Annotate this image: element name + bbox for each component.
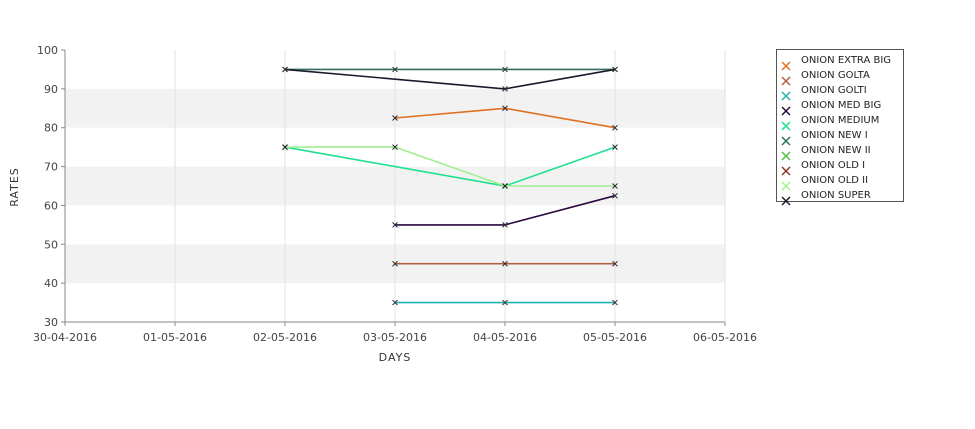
legend-label: ONION NEW I [801, 130, 868, 141]
y-axis-title: RATES [8, 167, 21, 207]
data-point-onion-super [282, 66, 288, 73]
legend-label: ONION MED BIG [801, 100, 882, 111]
data-point-onion-new-i [392, 66, 398, 73]
marker-stroke [612, 260, 618, 267]
legend-marker-icon [781, 116, 791, 131]
data-point-onion-old-ii [282, 144, 288, 150]
marker-stroke [392, 260, 398, 267]
marker-stroke [392, 299, 398, 306]
data-point-onion-extra-big [392, 115, 398, 121]
data-point-onion-med-big [612, 192, 618, 199]
marker-stroke [612, 66, 618, 73]
y-axis-ticks: 30 40 50 60 70 80 90 100 [37, 44, 65, 329]
legend-marker-icon [781, 56, 791, 71]
legend-item-onion-super: ONION SUPER [781, 188, 871, 206]
legend-label: ONION EXTRA BIG [801, 55, 892, 66]
x-tick-label: 06-05-2016 [693, 331, 757, 344]
legend-item-onion-old-i: ONION OLD I [781, 158, 866, 176]
marker-stroke [612, 124, 618, 131]
data-point-onion-golti [392, 299, 398, 306]
x-tick-label: 01-05-2016 [143, 331, 207, 344]
legend-item-onion-golta: ONION GOLTA [781, 68, 870, 86]
y-tick-label: 30 [44, 316, 58, 329]
x-axis-ticks: 30-04-2016 01-05-2016 02-05-2016 03-05-2016… [33, 322, 757, 344]
marker-stroke [392, 115, 398, 121]
legend-label: ONION NEW II [801, 145, 871, 156]
legend-item-onion-med-big: ONION MED BIG [781, 98, 882, 116]
legend-label: ONION SUPER [801, 190, 871, 201]
marker-stroke [612, 299, 618, 306]
y-tick-label: 50 [44, 238, 58, 251]
data-point-onion-med-big [392, 222, 398, 228]
marker-stroke [282, 66, 288, 73]
series-markers [282, 66, 618, 306]
legend-label: ONION GOLTI [801, 85, 867, 96]
marker-stroke [612, 144, 618, 150]
legend-label: ONION MEDIUM [801, 115, 880, 126]
data-point-onion-golta [502, 260, 508, 267]
legend-label: ONION OLD I [801, 160, 866, 171]
marker-stroke [612, 183, 618, 189]
marker-stroke [502, 260, 508, 267]
data-point-onion-new-i [502, 66, 508, 73]
data-point-onion-med-big [502, 222, 508, 228]
x-tick-label: 30-04-2016 [33, 331, 97, 344]
marker-stroke [392, 66, 398, 73]
x-tick-label: 02-05-2016 [253, 331, 317, 344]
series-line-onion-old-ii [285, 146, 615, 187]
x-tick-label: 05-05-2016 [583, 331, 647, 344]
data-point-onion-old-ii [392, 144, 398, 150]
marker-stroke [502, 183, 508, 189]
y-tick-label: 60 [44, 199, 58, 212]
y-tick-label: 40 [44, 277, 58, 290]
legend-item-onion-new-ii: ONION NEW II [781, 143, 871, 161]
data-point-onion-golti [502, 299, 508, 306]
marker-stroke [502, 299, 508, 306]
y-tick-label: 90 [44, 83, 58, 96]
x-tick-label: 03-05-2016 [363, 331, 427, 344]
data-point-onion-extra-big [612, 124, 618, 131]
data-point-onion-super [502, 86, 508, 92]
data-point-onion-old-ii [612, 183, 618, 189]
legend-item-onion-old-ii: ONION OLD II [781, 173, 869, 191]
legend-marker-icon [781, 101, 791, 116]
y-tick-label: 70 [44, 161, 58, 174]
legend-item-onion-golti: ONION GOLTI [781, 83, 867, 101]
marker-stroke [502, 66, 508, 73]
marker-stroke [502, 222, 508, 228]
legend: ONION EXTRA BIG ONION GOLTA ONION GOLTI ONI… [776, 49, 904, 206]
legend-marker-icon [781, 146, 791, 161]
legend-item-onion-extra-big: ONION EXTRA BIG [781, 53, 892, 71]
marker-stroke [392, 144, 398, 150]
legend-label: ONION GOLTA [801, 70, 870, 81]
data-point-onion-golti [612, 299, 618, 306]
legend-marker-icon [781, 191, 791, 206]
y-tick-label: 100 [37, 44, 58, 57]
x-tick-label: 04-05-2016 [473, 331, 537, 344]
data-point-onion-medium [612, 144, 618, 150]
y-tick-label: 80 [44, 122, 58, 135]
legend-item-onion-medium: ONION MEDIUM [781, 113, 880, 131]
legend-marker-icon [781, 86, 791, 101]
data-point-onion-super [612, 66, 618, 73]
legend-item-onion-new-i: ONION NEW I [781, 128, 868, 146]
marker-stroke [502, 105, 508, 112]
data-point-onion-extra-big [502, 105, 508, 112]
legend-label: ONION OLD II [801, 175, 869, 186]
x-axis-title: DAYS [379, 351, 412, 364]
marker-stroke [282, 144, 288, 150]
legend-marker-icon [781, 131, 791, 146]
legend-marker-icon [781, 71, 791, 86]
legend-marker-icon [781, 176, 791, 191]
data-point-onion-old-ii [502, 183, 508, 189]
marker-stroke [612, 192, 618, 199]
marker-stroke [392, 222, 398, 228]
legend-marker-icon [781, 161, 791, 176]
marker-stroke [502, 86, 508, 92]
data-point-onion-golta [392, 260, 398, 267]
data-point-onion-golta [612, 260, 618, 267]
